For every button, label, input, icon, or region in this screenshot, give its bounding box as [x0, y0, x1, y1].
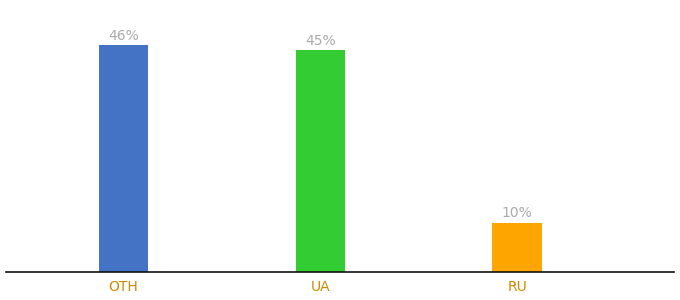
Text: 46%: 46%	[108, 28, 139, 43]
Bar	[99, 45, 148, 272]
Text: 10%: 10%	[502, 206, 532, 220]
Bar	[296, 50, 345, 272]
Bar	[492, 223, 542, 272]
Text: 45%: 45%	[305, 34, 336, 47]
